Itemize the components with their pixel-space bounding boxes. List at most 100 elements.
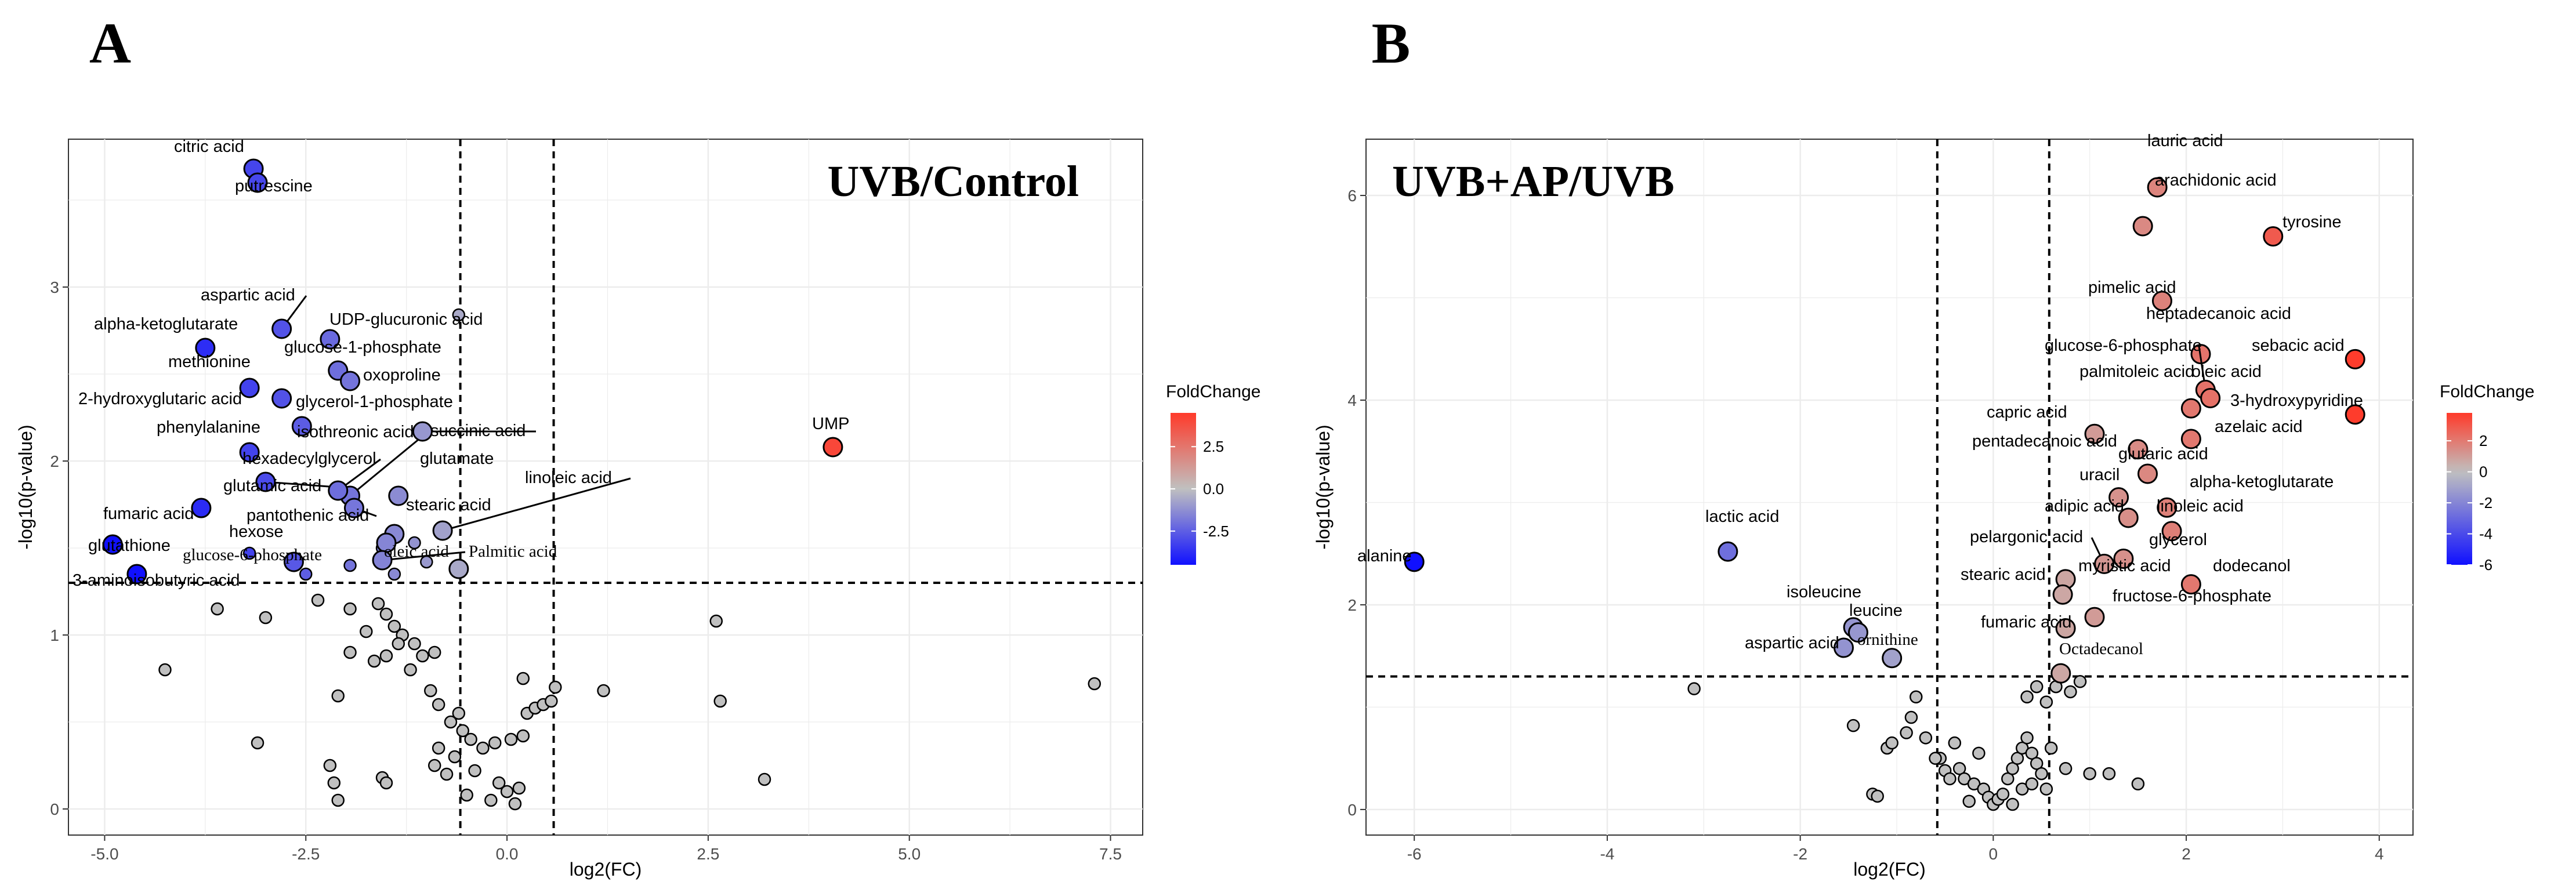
metabolite-label: methionine [168,353,251,371]
data-point [456,724,470,738]
plot-area [1365,139,2414,836]
data-point-labeled [2084,607,2105,627]
data-point-labeled [2151,291,2172,311]
data-point [597,684,610,698]
data-point [2030,757,2044,770]
data-point [424,684,437,698]
legend-tick-label: 0 [2479,463,2487,481]
metabolite-label: 3-aminoisobutyric acid [73,571,240,590]
metabolite-label: capric acid [1987,403,2067,422]
data-point-labeled [2050,663,2071,684]
data-point [331,689,345,703]
x-tick-label: 4 [2375,845,2384,863]
data-point-labeled [2263,226,2284,247]
legend-tick-label: 0.0 [1203,480,1224,498]
data-point [259,611,273,625]
data-point [379,607,393,621]
x-tick-label: -6 [1407,845,1422,863]
metabolite-label: pelargonic acid [1970,528,2083,546]
data-point-labeled [291,416,312,437]
data-point [367,654,381,668]
label-leader-line [265,481,329,488]
data-point [392,637,405,651]
data-point [488,736,502,750]
y-tick-label: 0 [1347,801,1357,819]
data-point-labeled [320,329,340,350]
data-point-labeled [340,371,361,391]
data-point [460,788,473,802]
metabolite-label: glutathione [88,536,171,555]
data-point-labeled [448,558,469,579]
data-point [1846,719,1860,732]
data-point [448,750,462,764]
data-point [242,546,256,560]
data-point [211,602,224,616]
data-point [387,567,401,581]
data-point [452,308,466,322]
metabolite-label: phenylalanine [157,418,260,437]
data-point [408,536,421,550]
metabolite-label: putrescine [235,177,313,195]
metabolite-label: lactic acid [1705,507,1779,526]
metabolite-label: dodecanol [2213,557,2291,575]
panel-b: B -6 -4 -2 0 2 4 0 2 4 6 log2(FC) -log10(p-value) lau… [1313,11,2534,880]
data-point [379,776,393,790]
x-tick-label: 7.5 [1099,845,1122,863]
data-point-labeled [2147,177,2168,198]
data-point [343,645,357,659]
y-tick-label: 0 [50,800,59,818]
data-point [2001,772,2015,786]
metabolite-label: palmitoleic acid [2079,362,2194,381]
data-point-labeled [1404,551,1425,572]
chart-title: UVB/Control [827,157,1079,206]
metabolite-label: glutamate [420,449,494,468]
y-tick-label: 1 [50,626,59,644]
label-leader-line [382,551,466,561]
data-point-labeled [247,172,268,193]
metabolite-label: glutamic acid [223,477,321,495]
data-point [484,793,498,807]
data-point-labeled [2084,423,2105,444]
data-point [387,619,401,633]
metabolite-label: pimelic acid [2088,278,2176,297]
data-point [327,776,341,790]
data-point [371,597,385,611]
data-point-labeled [2128,439,2149,460]
x-tick-label: -4 [1600,845,1614,863]
data-point [2064,685,2077,699]
metabolite-label: hexadecylglycerol [242,449,376,468]
metabolite-label: stearic acid [1961,565,2046,584]
data-point-labeled [239,378,260,398]
data-point-labeled [432,520,453,541]
y-tick-label: 4 [1347,391,1357,409]
x-tick-label: 2.5 [697,845,719,863]
metabolite-label: glucose-6-phosphate [2045,336,2202,355]
data-point-labeled [2180,429,2201,449]
data-point [1996,788,2010,801]
metabolite-label: alanine [1357,547,1412,565]
metabolite-label: heptadecanoic acid [2146,304,2291,323]
x-tick-label: 0.0 [496,845,519,863]
label-leader-line [349,431,427,497]
data-point [1919,731,1933,745]
data-point [500,785,514,799]
data-point [1972,746,1986,760]
metabolite-label: linoleic acid [525,469,612,487]
data-point-labeled [372,550,393,571]
metabolite-label: azelaic acid [2215,418,2303,436]
metabolite-label: tyrosine [2282,213,2342,231]
data-point [432,698,445,712]
data-point [1885,736,1899,750]
data-point-labeled [1718,541,1738,562]
data-point [1687,682,1701,695]
data-point [299,567,313,581]
data-point-labeled [2345,349,2365,369]
data-point-labeled [283,551,304,572]
metabolite-label: glucose-6-phosphate [183,546,322,564]
metabolite-label: isothreonic acid [297,423,414,441]
data-point [758,772,771,786]
data-point-labeled [2180,574,2201,595]
x-tick-label: -2.5 [292,845,320,863]
metabolite-label: alpha-ketoglutarate [94,315,238,333]
data-point [444,715,458,729]
